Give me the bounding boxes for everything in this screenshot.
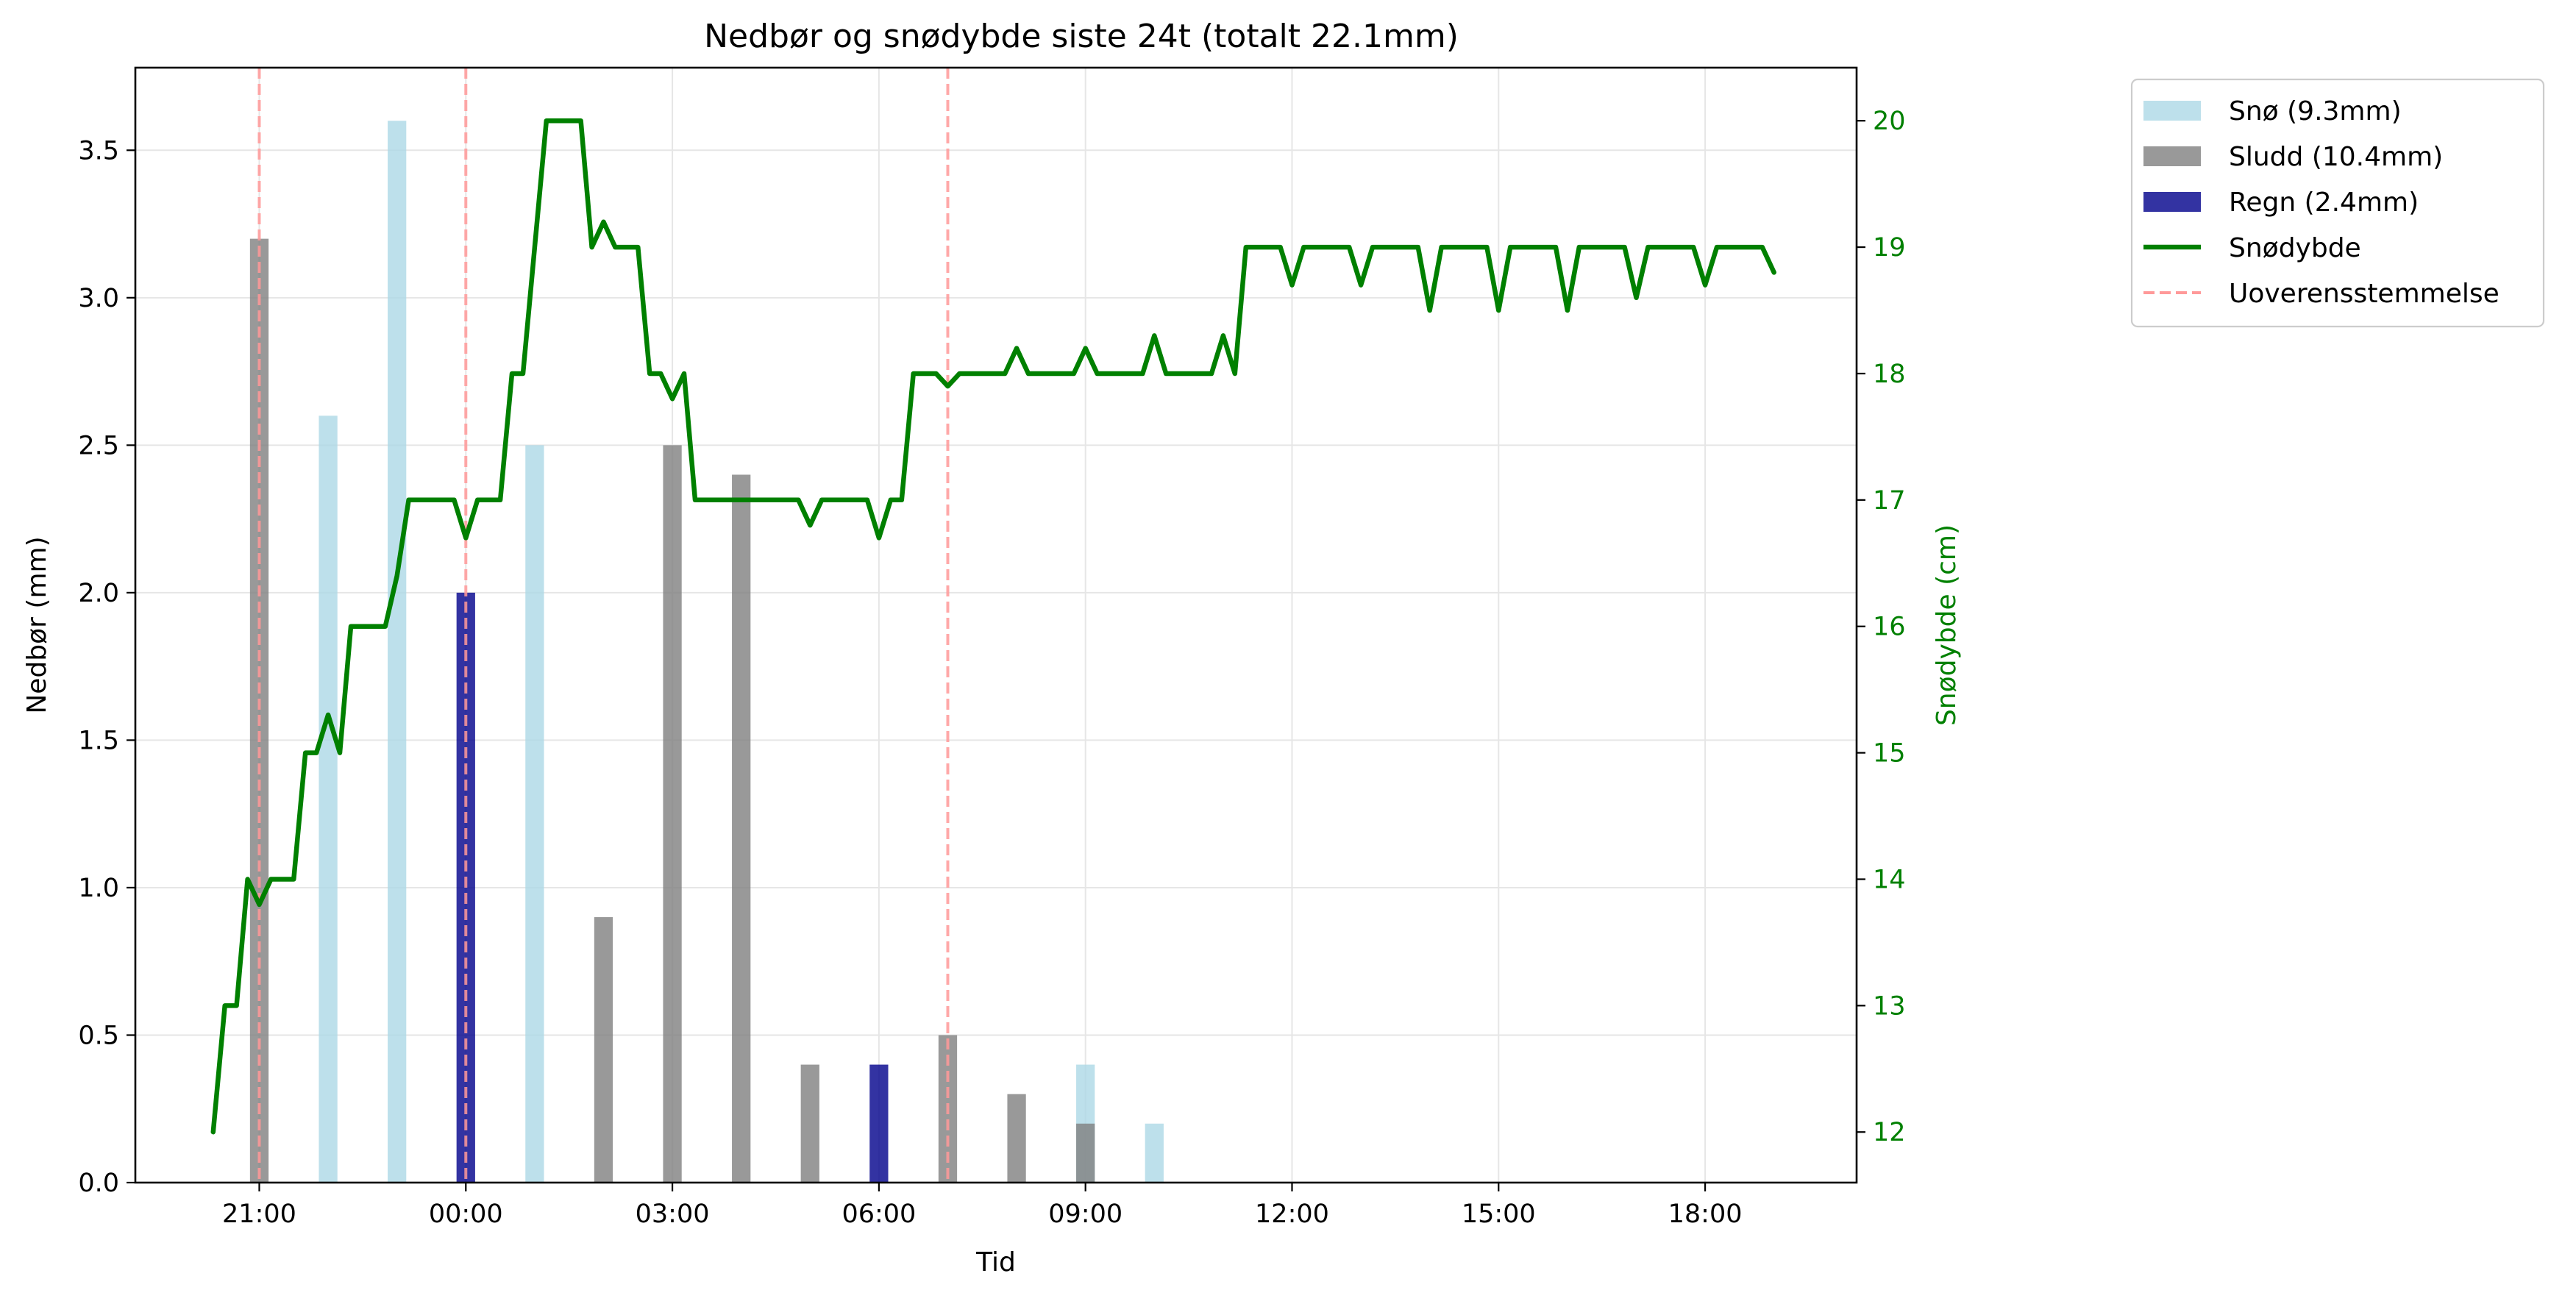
legend-snow-depth-label: Snødybde (2229, 233, 2361, 263)
mismatch-lines (257, 68, 950, 1183)
x-axis-title: Tid (975, 1247, 1016, 1277)
y-tick-label: 0.0 (78, 1169, 119, 1198)
y-axis-right: 12 13 14 15 16 17 18 19 20 (1857, 107, 1906, 1147)
bar (1007, 1094, 1026, 1183)
bar (732, 474, 751, 1183)
y2-tick-label: 18 (1873, 360, 1906, 389)
x-tick-label: 09:00 (1048, 1200, 1122, 1229)
bar (1145, 1123, 1164, 1183)
y2-tick-label: 17 (1873, 486, 1906, 516)
y2-tick-label: 15 (1873, 739, 1906, 769)
legend-sleet-label: Sludd (10.4mm) (2229, 142, 2443, 172)
legend-sleet-swatch (2143, 146, 2201, 166)
bar (1076, 1123, 1095, 1183)
bar (525, 445, 544, 1183)
y2-axis-title: Snødybde (cm) (1932, 524, 1962, 726)
legend-rain-swatch (2143, 192, 2201, 212)
bar (663, 445, 682, 1183)
bar (800, 1064, 819, 1183)
y-tick-label: 2.5 (78, 431, 119, 460)
legend-mismatch-label: Uoverensstemmelse (2229, 279, 2499, 309)
y-tick-label: 3.5 (78, 136, 119, 165)
bar (319, 416, 338, 1183)
legend-snow-swatch (2143, 101, 2201, 121)
y2-tick-label: 12 (1873, 1118, 1906, 1147)
x-tick-label: 00:00 (429, 1200, 503, 1229)
x-tick-label: 06:00 (842, 1200, 916, 1229)
y2-tick-label: 14 (1873, 865, 1906, 894)
y-axis-title: Nedbør (mm) (22, 536, 52, 713)
x-tick-label: 21:00 (222, 1200, 296, 1229)
x-tick-label: 18:00 (1668, 1200, 1743, 1229)
snow-depth-line (210, 118, 1776, 1135)
plot-frame (134, 66, 1858, 1184)
y-tick-label: 1.0 (78, 874, 119, 903)
y-axis-left: 0.0 0.5 1.0 1.5 2.0 2.5 3.0 3.5 (78, 136, 135, 1198)
x-tick-label: 12:00 (1255, 1200, 1329, 1229)
bar (594, 917, 613, 1183)
x-tick-label: 15:00 (1462, 1200, 1536, 1229)
bar-marks (249, 121, 1164, 1183)
legend-snow-label: Snø (9.3mm) (2229, 96, 2402, 126)
bar (869, 1064, 889, 1183)
y-tick-label: 3.0 (78, 284, 119, 313)
bar (388, 121, 407, 1183)
snow-depth-series-line (210, 118, 1776, 1135)
y2-tick-label: 13 (1873, 991, 1906, 1021)
chart-title: Nedbør og snødybde siste 24t (totalt 22.… (704, 18, 1459, 55)
x-tick-label: 03:00 (636, 1200, 710, 1229)
legend: Snø (9.3mm) Sludd (10.4mm) Regn (2.4mm) Snø… (2130, 78, 2545, 328)
y2-tick-label: 20 (1873, 107, 1906, 136)
x-axis: 21:00 00:00 03:00 06:00 09:00 12:00 15:00 18:00 (222, 1183, 1743, 1229)
y-tick-label: 1.5 (78, 726, 119, 755)
legend-box (2130, 78, 2545, 328)
y-tick-label: 0.5 (78, 1021, 119, 1050)
legend-rain-label: Regn (2.4mm) (2229, 188, 2419, 218)
y2-tick-label: 16 (1873, 613, 1906, 642)
y2-tick-label: 19 (1873, 233, 1906, 263)
y-tick-label: 2.0 (78, 579, 119, 608)
